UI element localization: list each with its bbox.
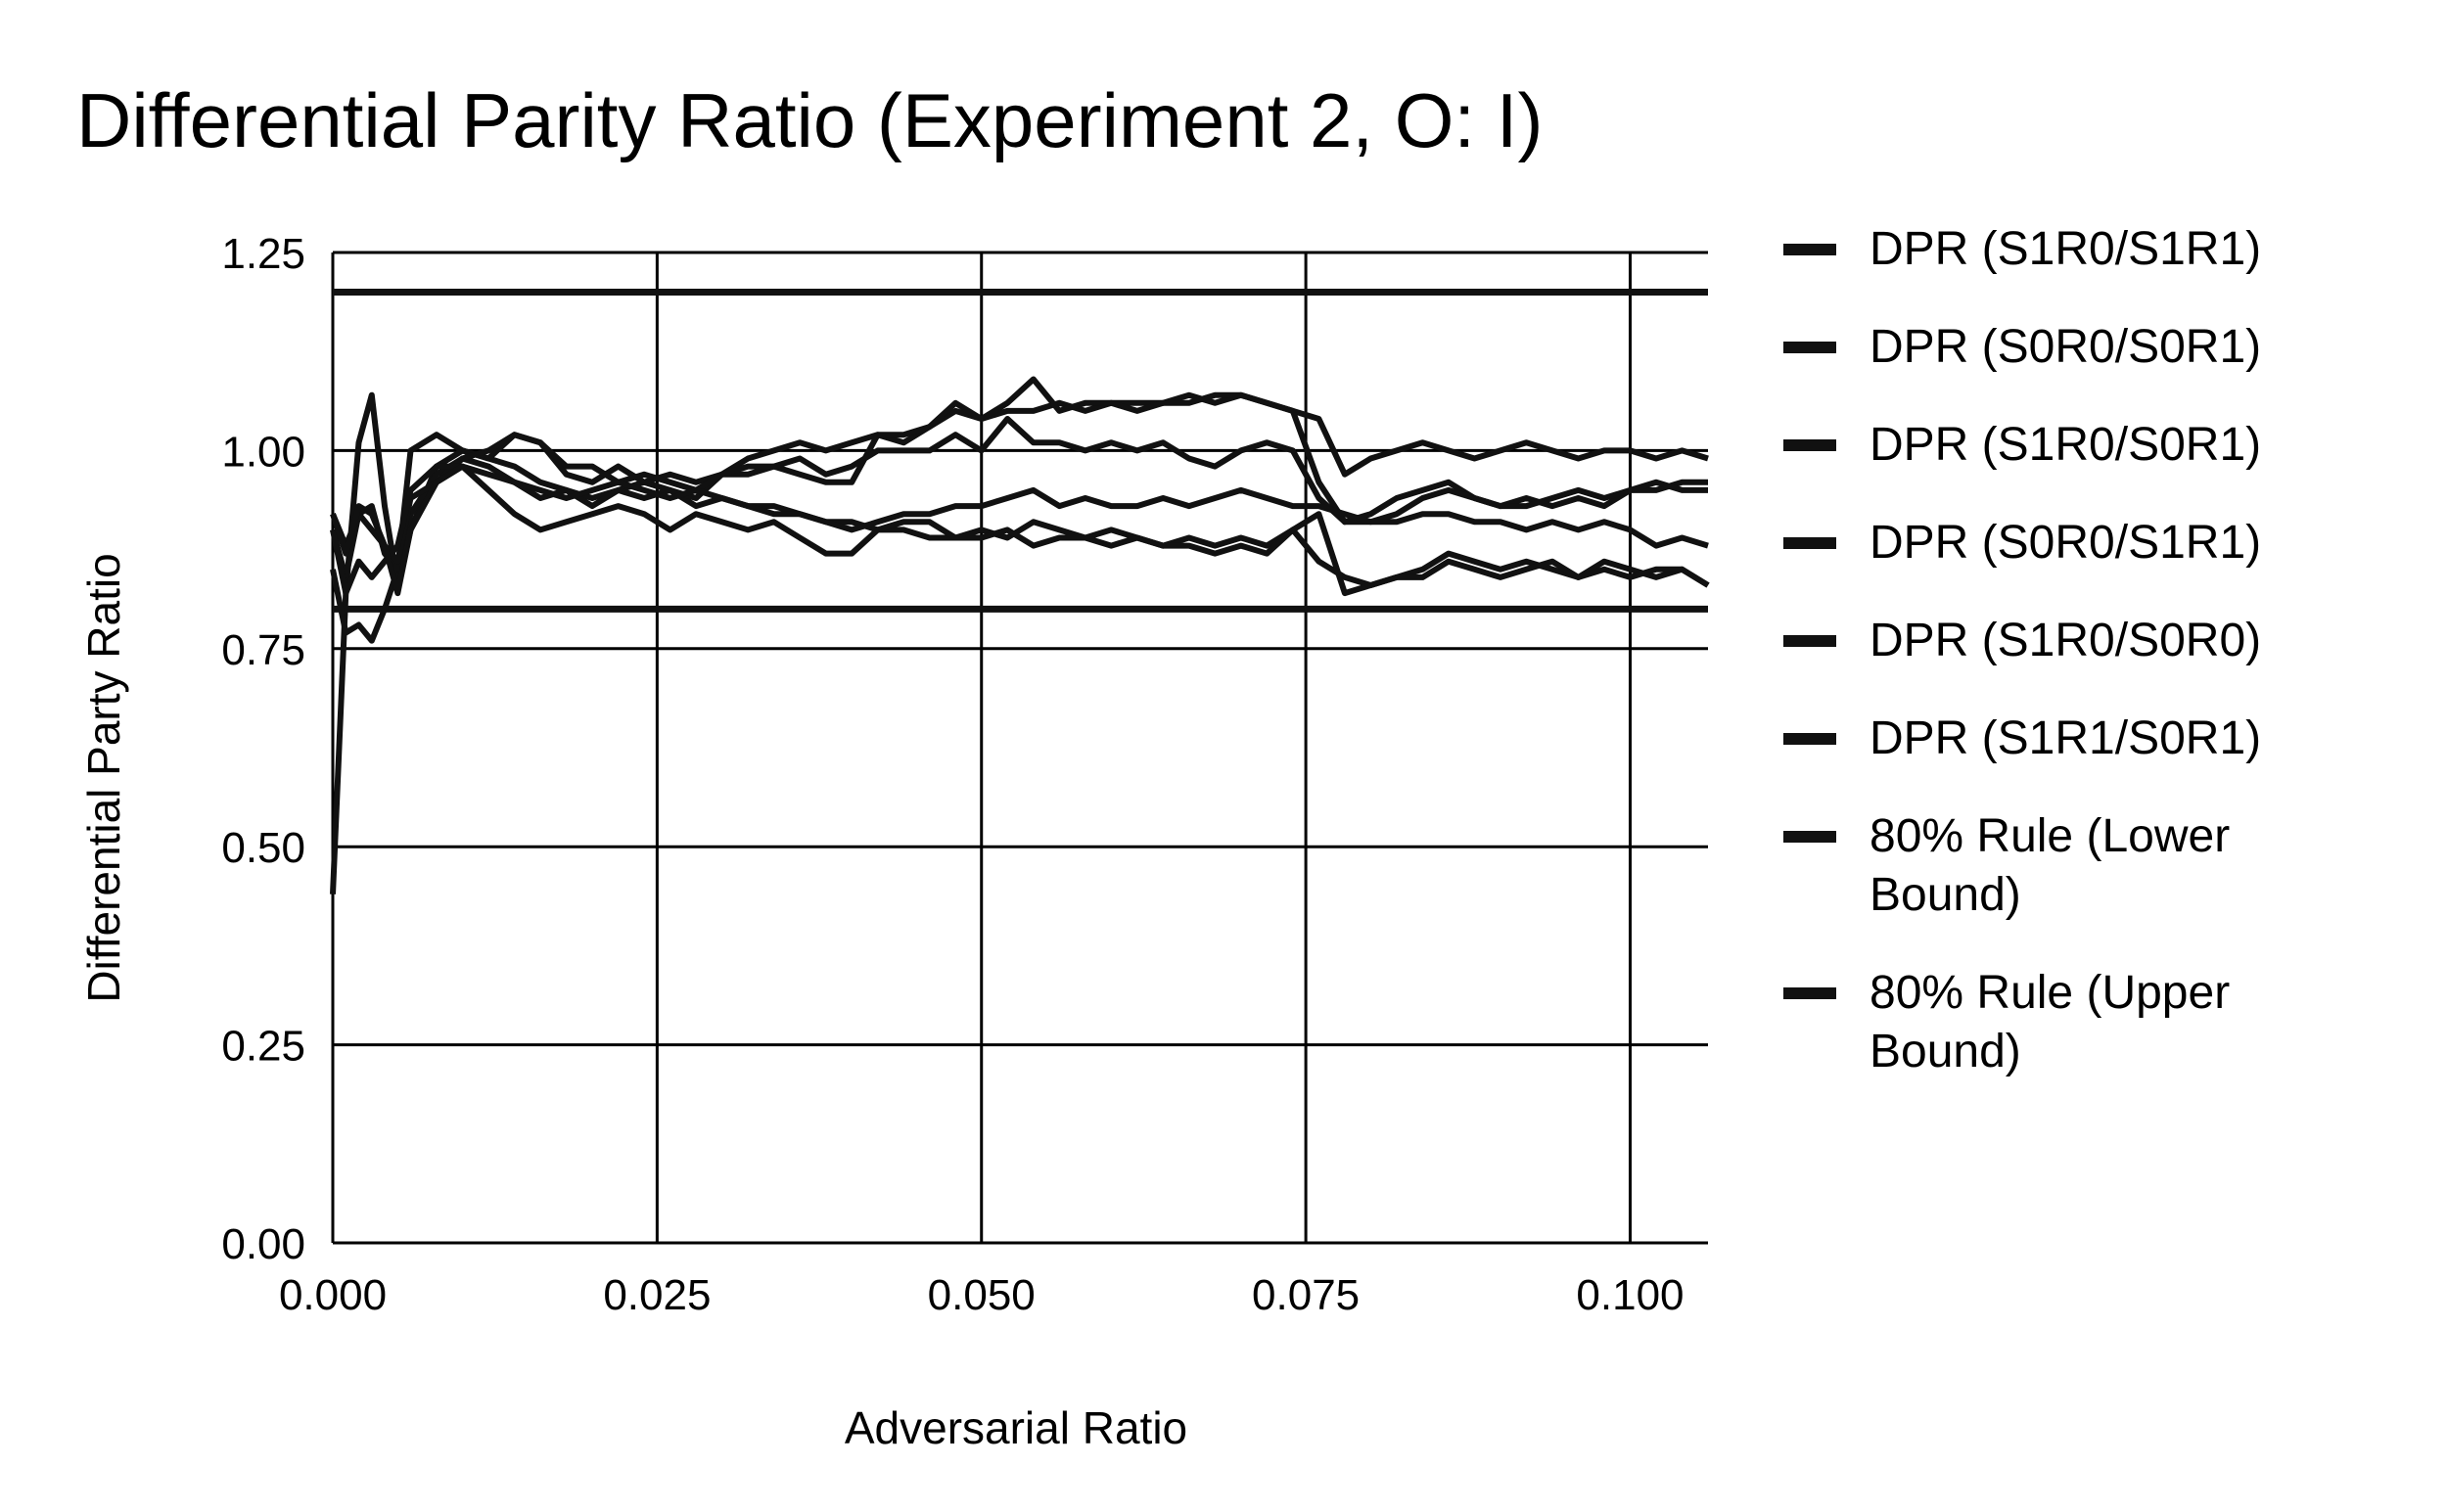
legend-swatch — [1783, 987, 1836, 999]
series-lines — [330, 376, 1710, 894]
tick-labels: 0.00 0.25 0.50 0.75 1.00 1.25 0.000 0.025 0.050 0… — [221, 230, 1684, 1319]
series-line-5 — [330, 463, 1709, 597]
x-tick-label: 0.050 — [928, 1271, 1036, 1319]
grid-lines — [331, 251, 1708, 1245]
legend-swatch — [1783, 439, 1836, 451]
legend-label: DPR (S1R0/S0R1) — [1870, 419, 2262, 471]
y-tick-label: 0.50 — [221, 824, 305, 872]
legend-item: DPR (S0R0/S1R1) — [1783, 514, 2429, 573]
legend-label: DPR (S1R0/S1R1) — [1870, 223, 2262, 275]
y-tick-label: 0.75 — [221, 626, 305, 674]
legend-item: 80% Rule (Lower Bound) — [1783, 807, 2429, 925]
x-tick-label: 0.100 — [1576, 1271, 1684, 1319]
x-tick-label: 0.000 — [279, 1271, 387, 1319]
series-line-0 — [330, 391, 1710, 894]
legend: DPR (S1R0/S1R1) DPR (S0R0/S0R1) DPR (S1R0/… — [1783, 220, 2429, 1121]
legend-item: 80% Rule (Upper Bound) — [1783, 964, 2429, 1081]
legend-swatch — [1783, 244, 1836, 255]
y-tick-label: 1.25 — [221, 230, 305, 278]
rule-bounds — [333, 288, 1708, 613]
legend-swatch — [1783, 831, 1836, 843]
legend-item: DPR (S0R0/S0R1) — [1783, 318, 2429, 377]
x-axis-label: Adversarial Ratio — [845, 1402, 1187, 1453]
x-tick-label: 0.025 — [603, 1271, 711, 1319]
chart-title: Differential Parity Ratio (Experiment 2,… — [76, 77, 1544, 163]
legend-label: DPR (S1R1/S0R1) — [1870, 712, 2262, 764]
legend-item: DPR (S1R0/S1R1) — [1783, 220, 2429, 279]
legend-swatch — [1783, 537, 1836, 549]
legend-item: DPR (S1R0/S0R1) — [1783, 416, 2429, 475]
series-line-3 — [330, 416, 1708, 580]
y-axis-label: Differential Party Ratio — [78, 553, 129, 1002]
legend-item: DPR (S1R0/S0R0) — [1783, 612, 2429, 670]
y-tick-label: 0.00 — [221, 1220, 305, 1268]
legend-item: DPR (S1R1/S0R1) — [1783, 710, 2429, 768]
legend-label: DPR (S1R0/S0R0) — [1870, 615, 2262, 666]
legend-swatch — [1783, 342, 1836, 353]
y-tick-label: 1.00 — [221, 428, 305, 476]
legend-label: 80% Rule (Upper Bound) — [1870, 967, 2231, 1077]
legend-label: 80% Rule (Lower Bound) — [1870, 810, 2231, 921]
x-tick-label: 0.075 — [1252, 1271, 1360, 1319]
legend-label: DPR (S0R0/S1R1) — [1870, 517, 2262, 569]
legend-label: DPR (S0R0/S0R1) — [1870, 321, 2262, 373]
y-tick-label: 0.25 — [221, 1023, 305, 1071]
series-line-4 — [330, 463, 1710, 597]
legend-swatch — [1783, 635, 1836, 647]
legend-swatch — [1783, 733, 1836, 745]
